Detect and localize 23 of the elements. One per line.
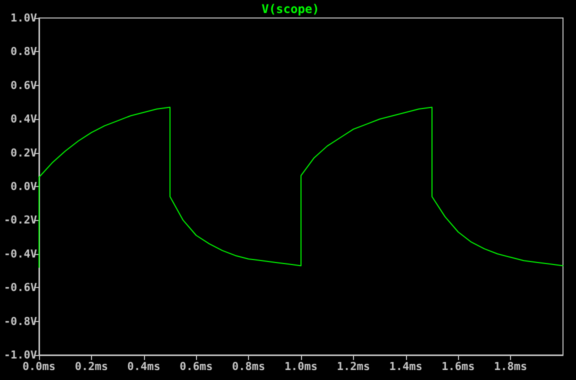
y-tick-label: 0.8V [10, 45, 38, 58]
y-tick-label: 0.4V [10, 112, 38, 126]
y-tick-label: -0.8V [4, 314, 38, 328]
y-tick-label: -0.6V [4, 281, 38, 294]
y-tick-label: -1.0V [4, 348, 38, 362]
x-tick-label: 0.6ms [180, 360, 213, 373]
x-tick-label: 1.4ms [389, 360, 422, 373]
x-tick-label: 0.8ms [232, 360, 266, 373]
y-tick-label: 1.0V [10, 12, 38, 24]
text: V(scope) [262, 2, 320, 16]
y-tick-label: 0.6V [10, 78, 38, 92]
x-tick-label: 0.4ms [127, 360, 160, 373]
y-tick-label: 0.0V [10, 180, 38, 193]
x-tick-label: 0.2ms [74, 360, 108, 373]
x-tick-label: 1.2ms [336, 360, 370, 373]
x-tick-label: 0.0ms [22, 360, 56, 373]
x-tick-label: 1.0ms [284, 360, 318, 373]
y-tick-label: -0.4V [4, 247, 38, 260]
line-series [38, 106, 564, 268]
y-tick-label: 0.2V [10, 146, 38, 160]
x-tick-label: 1.8ms [494, 360, 528, 373]
y-tick-label: -0.2V [4, 214, 38, 227]
x-tick-label: 1.6ms [442, 360, 475, 373]
